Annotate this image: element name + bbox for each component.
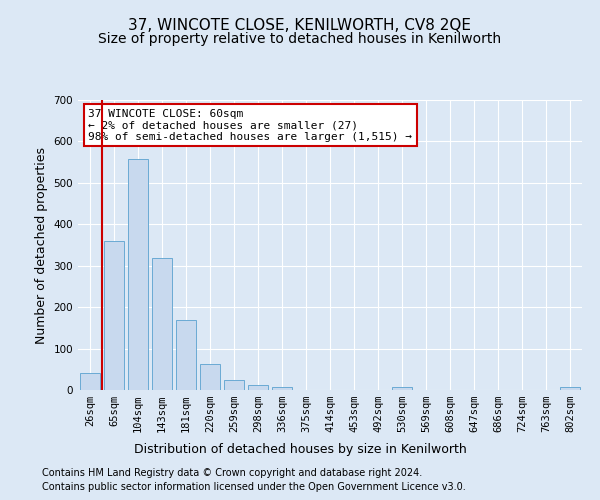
Text: 37 WINCOTE CLOSE: 60sqm
← 2% of detached houses are smaller (27)
98% of semi-det: 37 WINCOTE CLOSE: 60sqm ← 2% of detached…: [88, 108, 412, 142]
Text: 37, WINCOTE CLOSE, KENILWORTH, CV8 2QE: 37, WINCOTE CLOSE, KENILWORTH, CV8 2QE: [128, 18, 472, 32]
Bar: [248, 385, 268, 390]
Text: Distribution of detached houses by size in Kenilworth: Distribution of detached houses by size …: [134, 442, 466, 456]
Bar: [80, 374, 100, 390]
Bar: [104, 241, 124, 390]
Text: Contains public sector information licensed under the Open Government Licence v3: Contains public sector information licen…: [42, 482, 466, 492]
Bar: [200, 364, 220, 390]
Text: Size of property relative to detached houses in Kenilworth: Size of property relative to detached ho…: [98, 32, 502, 46]
Bar: [176, 320, 196, 390]
Bar: [392, 387, 412, 390]
Bar: [128, 159, 148, 390]
Y-axis label: Number of detached properties: Number of detached properties: [35, 146, 48, 344]
Bar: [152, 258, 172, 390]
Bar: [272, 386, 292, 390]
Bar: [224, 380, 244, 390]
Bar: [560, 387, 580, 390]
Text: Contains HM Land Registry data © Crown copyright and database right 2024.: Contains HM Land Registry data © Crown c…: [42, 468, 422, 477]
